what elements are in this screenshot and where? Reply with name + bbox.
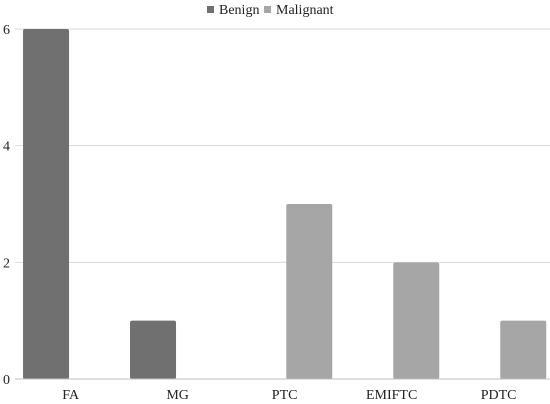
x-tick-label-fa: FA [62, 388, 80, 403]
y-axis: 0 2 4 6 [3, 23, 10, 388]
x-tick-label-ptc: PTC [272, 388, 298, 403]
bar-emiftc-malignant [393, 262, 440, 379]
chart-legend: Benign Malignant [207, 3, 334, 18]
bar-fa-benign [23, 29, 70, 379]
y-tick-label-2: 4 [3, 140, 10, 155]
x-tick-label-pdtc: PDTC [481, 388, 517, 403]
y-tick-label-1: 2 [3, 256, 10, 271]
chart-bars [23, 29, 547, 379]
legend-swatch-benign [207, 6, 214, 13]
chart-grid [15, 28, 550, 263]
legend-swatch-malignant [264, 6, 271, 13]
bar-ptc-malignant [286, 204, 333, 379]
x-tick-label-emiftc: EMIFTC [366, 388, 417, 403]
y-tick-label-3: 6 [3, 23, 10, 38]
x-axis: FA MG PTC EMIFTC PDTC [15, 378, 550, 403]
bar-pdtc-malignant [500, 320, 547, 379]
bar-mg-benign [130, 320, 177, 379]
legend-label-malignant: Malignant [276, 3, 334, 18]
y-tick-label-0: 0 [3, 373, 10, 388]
legend-label-benign: Benign [219, 3, 259, 18]
x-tick-label-mg: MG [166, 388, 189, 403]
